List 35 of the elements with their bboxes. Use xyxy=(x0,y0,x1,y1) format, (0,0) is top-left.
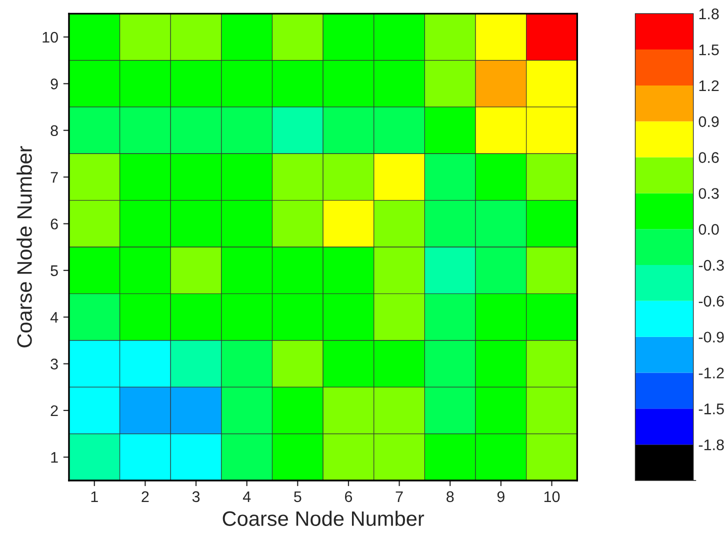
color-bar-label: 0.3 xyxy=(698,188,719,199)
color-bar-label: -1.5 xyxy=(698,404,724,414)
x-tick-label: 5 xyxy=(294,491,302,502)
color-bar-label: 0.0 xyxy=(698,224,719,235)
y-tick-label: 3 xyxy=(50,358,58,370)
color-bar-label: -0.9 xyxy=(698,332,724,343)
y-tick-label: 7 xyxy=(50,172,58,183)
y-tick-label: 10 xyxy=(42,32,58,43)
color-bar-label: 0.9 xyxy=(698,116,719,128)
x-tick-label: 9 xyxy=(497,491,504,502)
x-tick-label: 1 xyxy=(91,491,98,502)
x-tick-label: 7 xyxy=(396,491,403,502)
x-axis-title: Coarse Node Number xyxy=(222,510,424,526)
color-bar-label: 1.2 xyxy=(699,80,719,92)
y-axis-title: Coarse Node Number xyxy=(16,146,32,348)
y-tick-label: 9 xyxy=(50,78,58,90)
x-tick-label: 3 xyxy=(192,491,200,502)
x-tick-label: 8 xyxy=(446,491,454,502)
y-tick-label: 8 xyxy=(50,125,58,136)
x-tick-label: 2 xyxy=(142,491,149,502)
color-bar-label: -0.6 xyxy=(698,296,724,307)
y-tick-label: 2 xyxy=(50,405,58,416)
y-tick-label: 5 xyxy=(50,265,58,276)
color-bar-label: -1.2 xyxy=(698,368,724,378)
x-tick-label: 6 xyxy=(345,491,352,502)
x-tick-label: 10 xyxy=(544,491,560,502)
color-bar-label: 1.8 xyxy=(699,8,719,20)
y-tick-label: 6 xyxy=(50,218,58,230)
y-tick-label: 4 xyxy=(50,312,58,323)
color-bar-label: -0.3 xyxy=(698,260,724,271)
y-tick-label: 1 xyxy=(51,452,58,463)
x-tick-label: 4 xyxy=(242,491,251,502)
color-bar-label: -1.8 xyxy=(698,439,724,450)
color-bar-label: 0.6 xyxy=(698,152,719,163)
color-bar-label: 1.5 xyxy=(699,44,719,56)
